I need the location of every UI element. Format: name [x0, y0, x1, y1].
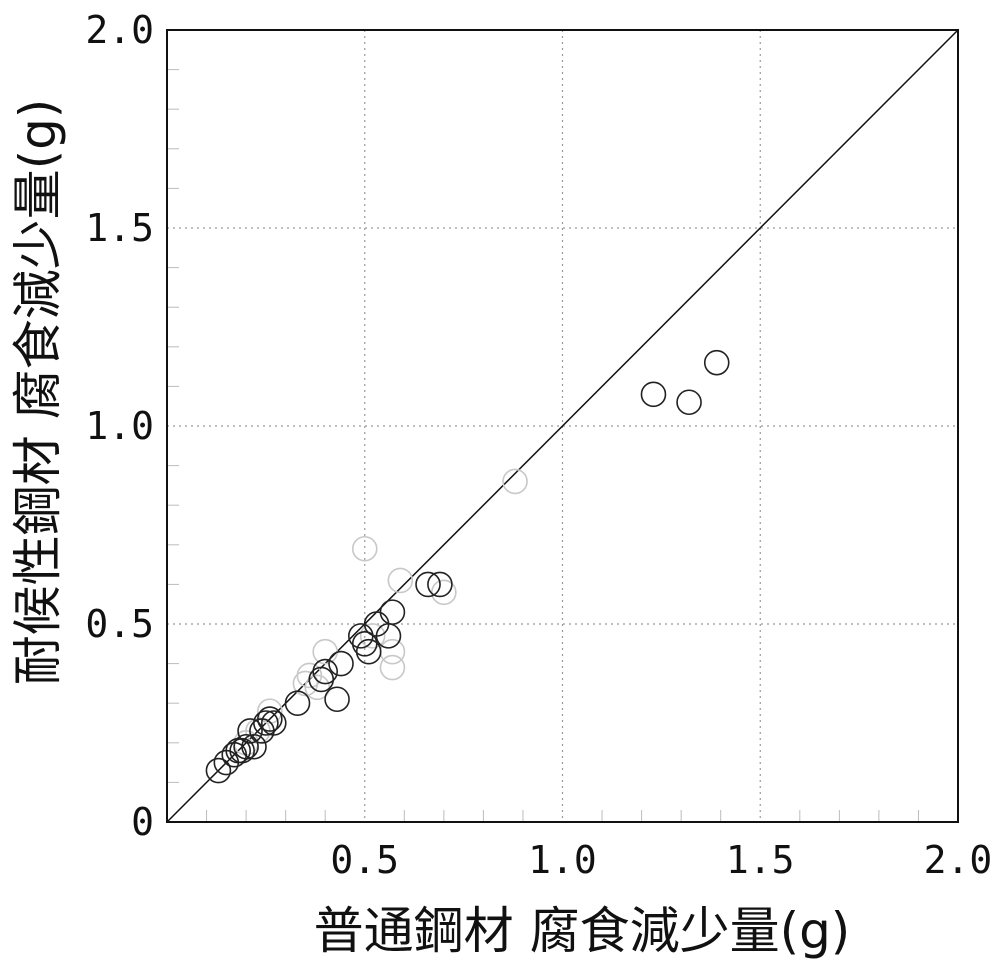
data-point-dark: [241, 733, 267, 760]
data-point-light: [387, 567, 414, 594]
tick-labels: 0.5 1.0 1.5 2.0 0 0.5 1.0 1.5 2.0: [85, 8, 992, 882]
data-point-light: [257, 698, 283, 724]
data-point-light: [359, 623, 386, 649]
data-point-dark: [640, 381, 667, 408]
x-tick-label: 1.0: [528, 838, 597, 882]
data-point-dark: [237, 718, 263, 744]
x-axis-title: 普通鋼材 腐食減少量(g): [314, 902, 851, 960]
y-tick-label: 1.5: [85, 206, 154, 250]
grid-layer: [167, 30, 958, 822]
data-point-dark: [415, 571, 441, 598]
plot-frame: [166, 29, 959, 823]
data-point-dark: [229, 737, 255, 764]
x-tick-label: 2.0: [924, 838, 993, 882]
data-point-dark: [676, 389, 702, 416]
y-tick-label: 0.5: [85, 602, 154, 646]
data-point-dark: [284, 690, 311, 717]
y-tick-label: 1.0: [85, 404, 154, 448]
data-point-dark: [355, 638, 382, 665]
data-point-light: [351, 535, 378, 562]
y-tick-label: 0: [131, 800, 154, 844]
x-tick-label: 1.5: [726, 838, 795, 882]
data-point-dark: [312, 658, 339, 685]
data-point-dark: [379, 599, 406, 625]
data-point-light: [379, 654, 406, 681]
data-point-dark: [260, 710, 287, 736]
x-tick-label: 0.5: [330, 838, 399, 882]
data-point-dark: [324, 686, 350, 713]
points-layer: [205, 349, 730, 784]
y-axis-title: 耐候性鋼材 腐食減少量(g): [9, 99, 67, 686]
reference-line: [166, 29, 959, 823]
data-point-dark: [205, 757, 232, 784]
data-point-dark: [253, 710, 279, 736]
data-point-dark: [427, 571, 453, 598]
y-tick-label: 2.0: [85, 8, 154, 52]
data-point-dark: [328, 650, 354, 677]
data-point-light: [502, 468, 528, 495]
data-point-dark: [703, 349, 730, 376]
data-point-dark: [257, 706, 283, 732]
data-point-dark: [233, 733, 259, 760]
